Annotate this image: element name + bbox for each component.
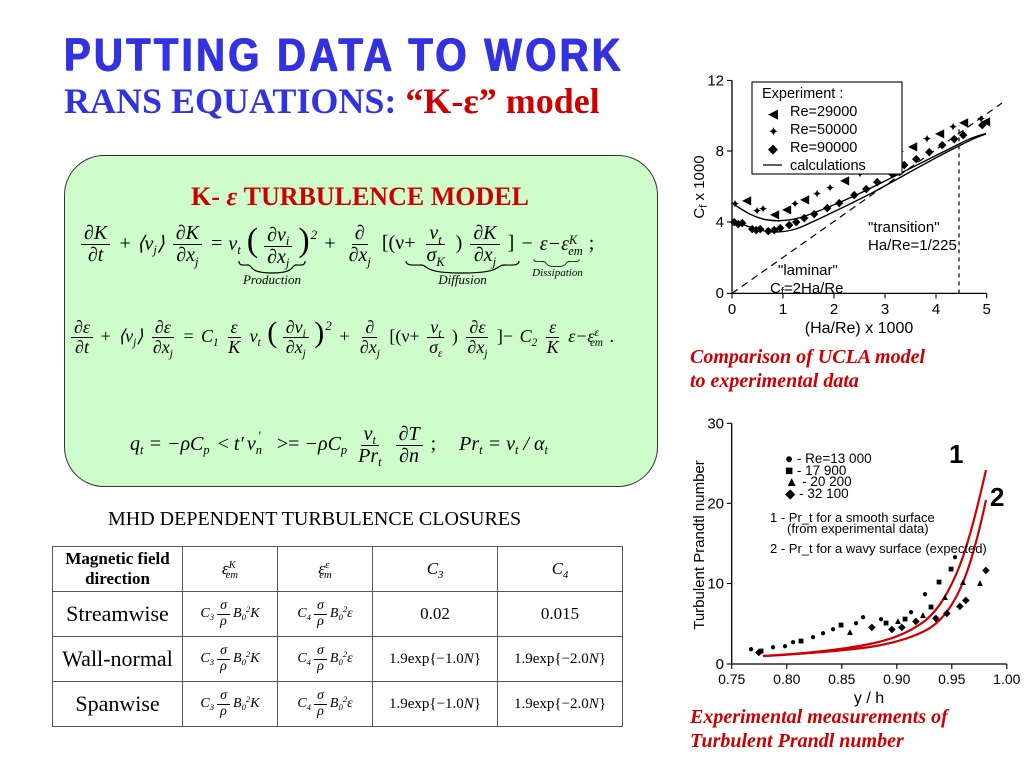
- svg-text:◆: ◆: [950, 133, 959, 145]
- svg-text:0.85: 0.85: [828, 671, 855, 687]
- svg-text:◆: ◆: [925, 146, 934, 158]
- svg-text:5: 5: [983, 301, 991, 318]
- svg-text:●: ●: [860, 612, 866, 623]
- svg-text:✦: ✦: [922, 132, 932, 146]
- svg-text:8: 8: [716, 143, 724, 160]
- svg-text:■: ■: [838, 620, 844, 631]
- svg-text:●: ●: [830, 624, 836, 635]
- svg-text:0: 0: [716, 285, 724, 302]
- svg-text:Turbulent Prandtl number: Turbulent Prandtl number: [691, 460, 708, 630]
- svg-text:●: ●: [922, 589, 928, 600]
- svg-text:◆: ◆: [810, 208, 819, 220]
- svg-text:0.80: 0.80: [773, 671, 800, 687]
- svg-text:■: ■: [948, 564, 954, 575]
- svg-text:calculations: calculations: [790, 158, 866, 174]
- svg-text:◀: ◀: [840, 173, 850, 187]
- svg-text:1.00: 1.00: [993, 671, 1020, 687]
- svg-text:10: 10: [707, 576, 724, 593]
- svg-text:2: 2: [990, 482, 1004, 512]
- svg-text:▲: ▲: [958, 577, 968, 588]
- svg-text:◆: ◆: [738, 217, 747, 229]
- svg-text:(Ha/Re) x 1000: (Ha/Re) x 1000: [805, 320, 914, 337]
- svg-text:▲: ▲: [975, 578, 985, 589]
- svg-text:◆: ◆: [938, 139, 947, 151]
- svg-text:◆: ◆: [768, 141, 778, 156]
- svg-text:✦: ✦: [790, 197, 800, 211]
- svg-text:■: ■: [936, 577, 942, 588]
- svg-text:4: 4: [716, 214, 724, 231]
- svg-text:◆: ◆: [800, 212, 809, 224]
- svg-text:◀: ◀: [800, 192, 810, 206]
- svg-text:✦: ✦: [768, 124, 779, 139]
- svg-text:▲: ▲: [918, 610, 928, 621]
- svg-text:1: 1: [949, 439, 963, 469]
- svg-text:0.90: 0.90: [883, 671, 910, 687]
- svg-text:◀: ◀: [981, 114, 991, 128]
- svg-text:◆: ◆: [912, 153, 921, 165]
- svg-text:◀: ◀: [959, 115, 969, 129]
- svg-text:0.95: 0.95: [938, 671, 965, 687]
- svg-text:Cf=2Ha/Re: Cf=2Ha/Re: [770, 280, 844, 298]
- svg-text:(from experimental data): (from experimental data): [787, 521, 929, 536]
- svg-text:0: 0: [728, 301, 736, 318]
- svg-text:20: 20: [707, 495, 724, 512]
- svg-text:3: 3: [881, 301, 889, 318]
- svg-text:12: 12: [707, 73, 724, 90]
- svg-text:"transition": "transition": [868, 219, 940, 236]
- svg-text:◆: ◆: [862, 183, 871, 195]
- svg-text:2 - Pr_t for a wavy surface (e: 2 - Pr_t for a wavy surface (expected): [770, 541, 987, 556]
- svg-text:◆: ◆: [835, 197, 844, 209]
- svg-text:✦: ✦: [812, 187, 822, 201]
- svg-text:●: ●: [810, 632, 816, 643]
- svg-text:0.75: 0.75: [718, 671, 745, 687]
- svg-text:Re=90000: Re=90000: [790, 140, 857, 156]
- svg-text:4: 4: [932, 301, 940, 318]
- svg-text:Re=29000: Re=29000: [790, 104, 857, 120]
- svg-text:◆: ◆: [982, 565, 990, 576]
- svg-text:■: ■: [758, 646, 764, 657]
- svg-text:●: ●: [820, 628, 826, 639]
- svg-text:■: ■: [798, 636, 804, 647]
- svg-text:✦: ✦: [758, 202, 768, 216]
- svg-text:■: ■: [928, 602, 934, 613]
- svg-text:Experiment :: Experiment :: [762, 86, 843, 102]
- svg-text:2: 2: [830, 301, 838, 318]
- svg-text:◀: ◀: [908, 139, 918, 153]
- svg-text:▲: ▲: [940, 592, 950, 603]
- svg-text:◀: ◀: [742, 193, 752, 207]
- svg-text:◆: ◆: [943, 608, 951, 619]
- svg-text:30: 30: [707, 415, 724, 432]
- svg-text:◆: ◆: [823, 202, 832, 214]
- svg-text:●: ●: [782, 641, 788, 652]
- svg-text:"laminar": "laminar": [778, 262, 838, 279]
- svg-text:●: ●: [853, 618, 859, 629]
- svg-text:◆: ◆: [932, 613, 940, 624]
- svg-text:◀: ◀: [770, 207, 780, 221]
- svg-text:y / h: y / h: [854, 690, 884, 707]
- svg-text:Cf x 1000: Cf x 1000: [691, 155, 710, 218]
- svg-text:●: ●: [770, 642, 776, 653]
- svg-text:◆: ◆: [962, 595, 970, 606]
- svg-text:●: ●: [790, 637, 796, 648]
- svg-text:✦: ✦: [730, 197, 740, 211]
- svg-text:◆: ◆: [868, 622, 876, 633]
- svg-text:Re=50000: Re=50000: [790, 122, 857, 138]
- svg-text:1: 1: [779, 301, 787, 318]
- svg-text:✦: ✦: [948, 120, 958, 134]
- svg-text:◆: ◆: [959, 129, 968, 141]
- svg-text:◆: ◆: [850, 189, 859, 201]
- svg-text:◆: ◆: [776, 222, 785, 234]
- svg-text:✦: ✦: [825, 181, 835, 195]
- svg-text:◀: ◀: [768, 106, 778, 121]
- svg-text:Ha/Re=1/225: Ha/Re=1/225: [868, 237, 957, 254]
- svg-text:◀: ◀: [935, 126, 945, 140]
- svg-text:◆ - 32 100: ◆ - 32 100: [785, 486, 849, 501]
- svg-text:◆: ◆: [873, 176, 882, 188]
- svg-text:●: ●: [748, 644, 754, 655]
